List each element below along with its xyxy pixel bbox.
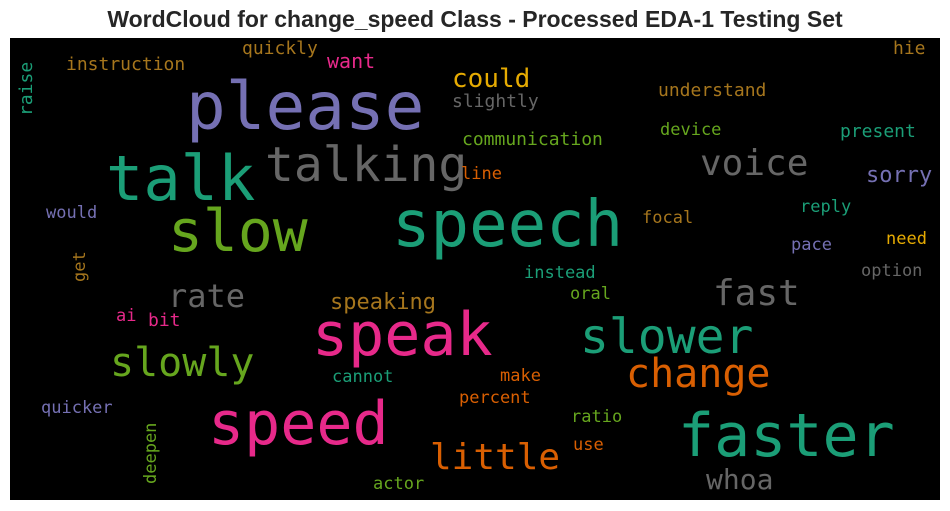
word-whoa: whoa: [706, 463, 774, 496]
word-communication: communication: [462, 129, 603, 150]
word-option: option: [861, 261, 923, 281]
word-oral: oral: [570, 284, 611, 304]
word-deepen: deepen: [141, 422, 161, 484]
word-little: little: [430, 437, 561, 478]
word-device: device: [660, 120, 722, 140]
word-actor: actor: [373, 474, 425, 494]
word-line: line: [461, 164, 502, 184]
word-quicker: quicker: [41, 398, 113, 418]
word-please: please: [186, 68, 425, 145]
word-get: get: [70, 251, 90, 282]
word-percent: percent: [459, 388, 531, 408]
word-slower: slower: [580, 309, 754, 365]
word-instead: instead: [524, 263, 596, 283]
word-understand: understand: [658, 80, 767, 101]
word-instruction: instruction: [66, 54, 186, 75]
word-voice: voice: [700, 143, 809, 184]
word-slowly: slowly: [110, 340, 255, 386]
word-speak: speak: [312, 300, 493, 370]
word-quickly: quickly: [242, 38, 318, 59]
word-reply: reply: [800, 197, 852, 217]
word-slightly: slightly: [452, 91, 539, 112]
word-present: present: [840, 121, 916, 142]
word-pace: pace: [791, 235, 832, 255]
chart-title: WordCloud for change_speed Class - Proce…: [107, 6, 843, 32]
word-bit: bit: [148, 310, 181, 331]
word-focal: focal: [642, 208, 694, 228]
word-cloud: please talk talking slow speech voice sp…: [10, 38, 940, 500]
word-speed: speed: [208, 389, 389, 459]
word-make: make: [500, 366, 541, 386]
word-slow: slow: [168, 197, 308, 265]
word-would: would: [46, 203, 98, 223]
word-faster: faster: [678, 401, 895, 471]
word-ai: ai: [116, 306, 137, 326]
word-ratio: ratio: [571, 407, 623, 427]
word-change: change: [626, 351, 771, 397]
word-want: want: [327, 49, 376, 73]
word-speech: speech: [392, 188, 624, 262]
word-talk: talk: [106, 142, 256, 215]
word-cannot: cannot: [332, 367, 394, 387]
word-talking: talking: [265, 137, 468, 193]
word-could: could: [452, 64, 531, 94]
word-use: use: [573, 435, 604, 455]
word-raise: raise: [16, 61, 37, 116]
word-need: need: [886, 229, 927, 249]
word-sorry: sorry: [866, 163, 933, 188]
word-rate: rate: [168, 277, 246, 315]
word-fast: fast: [713, 273, 800, 314]
word-speaking: speaking: [330, 290, 436, 315]
word-hie: hie: [893, 38, 926, 59]
